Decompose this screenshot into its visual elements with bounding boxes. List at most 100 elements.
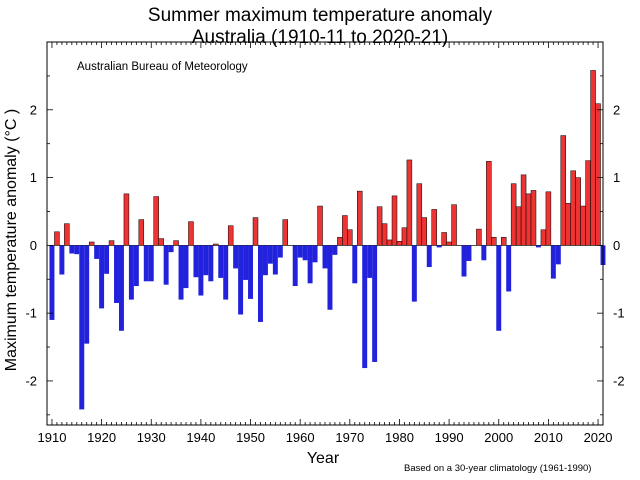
bar-1964 xyxy=(317,205,323,246)
bar-1931 xyxy=(153,196,159,246)
bar-1955 xyxy=(272,245,278,275)
bar-2003 xyxy=(510,183,517,246)
bar-2011 xyxy=(550,245,556,279)
bar-1919 xyxy=(94,245,100,259)
bar-1997 xyxy=(481,245,487,261)
bar-1996 xyxy=(476,228,482,246)
bar-1941 xyxy=(203,245,209,276)
bar-1910 xyxy=(49,245,55,320)
bar-1912 xyxy=(59,245,65,275)
y-tick-label: 0 xyxy=(30,238,37,253)
bar-2015 xyxy=(570,170,576,246)
bar-1986 xyxy=(426,245,432,268)
bar-1969 xyxy=(342,215,348,246)
bar-1911 xyxy=(54,231,60,246)
bar-1954 xyxy=(267,245,273,264)
bar-1971 xyxy=(352,245,358,284)
bar-1942 xyxy=(208,245,214,282)
x-tick-label: 1940 xyxy=(186,430,215,445)
bar-1935 xyxy=(173,240,179,246)
bar-1981 xyxy=(401,227,408,246)
bar-2017 xyxy=(580,205,586,246)
bar-1957 xyxy=(282,219,289,246)
bar-1951 xyxy=(252,217,259,246)
bar-1980 xyxy=(396,241,403,246)
x-tick-label: 1920 xyxy=(87,430,116,445)
bar-1994 xyxy=(466,245,472,261)
bar-2008 xyxy=(535,245,541,248)
axes: 1910 1920 1930 1940 1950 1960 1970 1980 1990 2000… xyxy=(25,41,625,445)
bar-1937 xyxy=(183,245,189,289)
x-axis-label: Year xyxy=(306,450,340,467)
x-tick-label: 1990 xyxy=(435,430,464,445)
bar-1938 xyxy=(188,221,194,246)
bar-1926 xyxy=(128,245,134,300)
bar-1963 xyxy=(312,245,318,263)
bar-1925 xyxy=(123,193,130,246)
bar-1956 xyxy=(277,245,283,258)
bar-1927 xyxy=(133,245,139,287)
bar-1973 xyxy=(362,245,368,369)
bar-1983 xyxy=(411,245,417,302)
bar-1918 xyxy=(88,241,95,246)
bar-1976 xyxy=(376,206,383,246)
bar-1928 xyxy=(138,219,145,246)
bar-1944 xyxy=(218,245,224,278)
bar-1990 xyxy=(446,241,452,246)
x-tick-label: 1930 xyxy=(137,430,166,445)
bar-1962 xyxy=(307,245,313,284)
bar-series xyxy=(49,70,606,410)
bar-1936 xyxy=(178,245,184,300)
bar-1960 xyxy=(297,245,303,258)
bar-1945 xyxy=(223,245,229,300)
x-tick-label: 2000 xyxy=(484,430,513,445)
bar-1968 xyxy=(337,236,343,246)
bar-2012 xyxy=(555,245,561,265)
x-tick-label: 1960 xyxy=(286,430,315,445)
bar-1975 xyxy=(372,245,378,362)
bar-1982 xyxy=(406,159,413,246)
chart-subtitle: Australia (1910-11 to 2020-21) xyxy=(191,27,449,48)
bar-1920 xyxy=(99,245,105,309)
bar-2004 xyxy=(515,206,522,246)
bar-1961 xyxy=(302,245,308,261)
bar-2013 xyxy=(560,135,567,246)
bar-1967 xyxy=(332,245,338,255)
bar-1984 xyxy=(416,183,423,246)
bar-2019 xyxy=(590,70,596,246)
bar-1965 xyxy=(322,245,328,269)
x-tick-label: 1980 xyxy=(385,430,414,445)
bar-1947 xyxy=(233,245,239,269)
y-tick-label: -2 xyxy=(25,373,37,388)
bar-1970 xyxy=(347,229,353,246)
bar-1924 xyxy=(118,245,124,331)
bar-1929 xyxy=(143,245,149,282)
bar-1916 xyxy=(79,245,85,410)
bar-1998 xyxy=(486,161,492,246)
bar-1913 xyxy=(64,223,70,246)
chart-title: Summer maximum temperature anomaly xyxy=(147,5,493,26)
bar-1934 xyxy=(168,245,174,253)
bar-2014 xyxy=(565,203,571,246)
bar-1950 xyxy=(248,245,254,299)
bar-1989 xyxy=(441,232,447,246)
bar-1917 xyxy=(84,245,90,344)
y-tick-label-right: -2 xyxy=(613,373,625,388)
source-label: Australian Bureau of Meteorology xyxy=(77,61,248,73)
bar-2010 xyxy=(545,191,552,246)
y-tick-label-right: 1 xyxy=(613,170,620,185)
y-tick-label: 1 xyxy=(30,170,37,185)
x-tick-label: 1970 xyxy=(335,430,364,445)
bar-1987 xyxy=(431,209,437,246)
bar-2002 xyxy=(506,245,512,292)
bar-1921 xyxy=(104,245,110,274)
y-tick-label-right: 0 xyxy=(613,238,620,253)
bar-1915 xyxy=(74,245,80,255)
bar-2009 xyxy=(540,229,547,246)
x-tick-label: 1910 xyxy=(38,430,67,445)
bar-1914 xyxy=(69,245,75,254)
bar-2018 xyxy=(585,160,591,246)
x-tick-label: 2010 xyxy=(534,430,563,445)
bar-2016 xyxy=(575,177,581,246)
